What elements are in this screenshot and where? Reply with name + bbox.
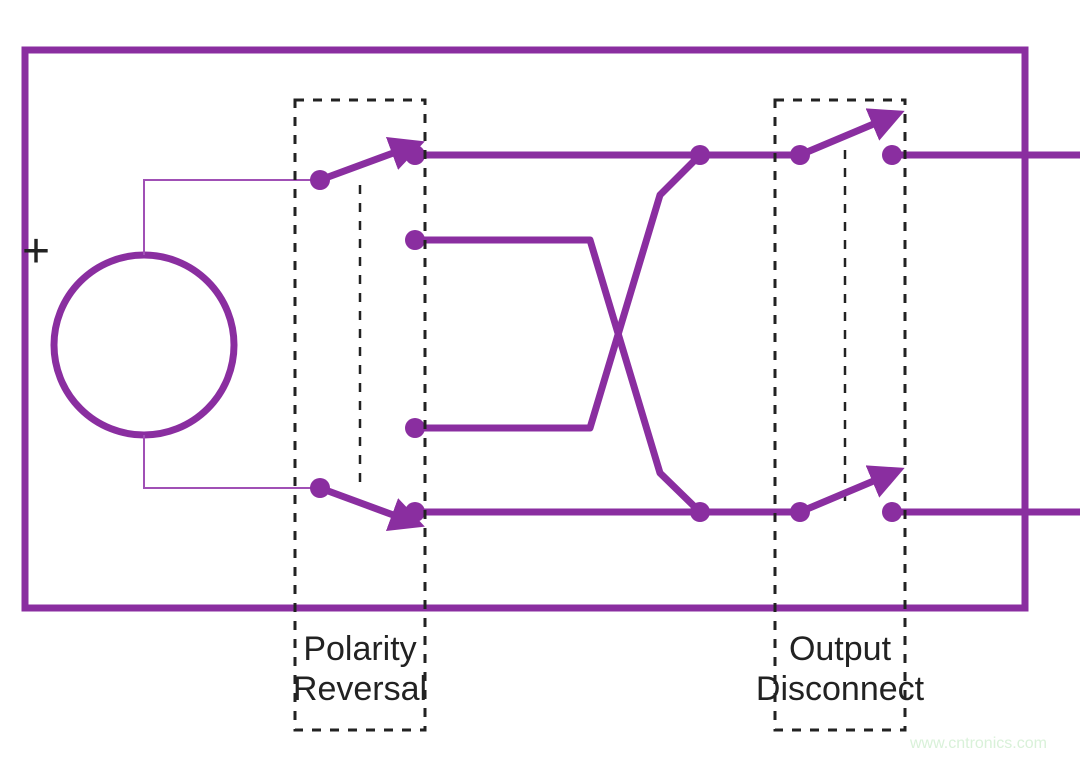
watermark-text: www.cntronics.com — [910, 735, 1047, 753]
switch-polarity-top — [320, 145, 415, 180]
node-sw1_in — [310, 170, 330, 190]
node-sw3_out — [405, 502, 425, 522]
node-sw3_in — [310, 478, 330, 498]
node-mid_top — [690, 145, 710, 165]
crossover-top-to-bottom — [415, 240, 700, 512]
switch-disconnect-top — [800, 115, 895, 155]
outer-enclosure — [25, 50, 1025, 608]
node-sw5_in — [790, 145, 810, 165]
switch-polarity-bottom — [320, 488, 415, 523]
node-sw1_out — [405, 145, 425, 165]
node-sw5_out — [882, 145, 902, 165]
node-sw2_alt — [405, 230, 425, 250]
switch-disconnect-bottom — [800, 472, 895, 512]
node-sw4_alt — [405, 418, 425, 438]
crossover-bottom-to-top — [415, 155, 700, 428]
source-polarity-label: + — [22, 225, 50, 278]
circuit-diagram: + PolarityReversal OutputDisconnect — [0, 0, 1080, 775]
polarity-reversal-label: PolarityReversal — [293, 630, 427, 708]
source-symbol — [54, 255, 234, 435]
node-sw6_out — [882, 502, 902, 522]
node-mid_bot — [690, 502, 710, 522]
output-disconnect-label: OutputDisconnect — [756, 630, 925, 708]
node-sw6_in — [790, 502, 810, 522]
